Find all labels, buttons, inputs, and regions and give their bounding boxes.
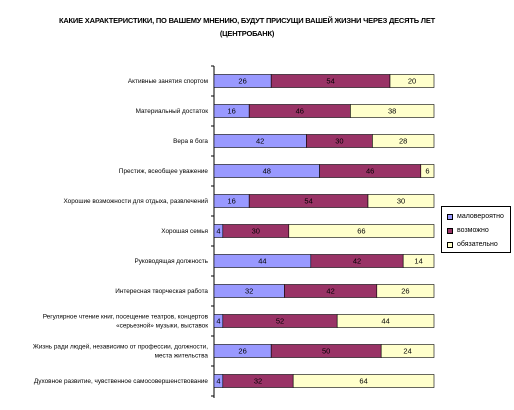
bar-segment (292, 374, 435, 388)
data-label: 38 (388, 107, 396, 116)
data-label: 50 (322, 347, 330, 356)
legend-label-1: возможно (457, 227, 489, 234)
legend: маловероятно возможно обязательно (441, 206, 511, 253)
data-label: 16 (227, 197, 235, 206)
data-label: 42 (256, 137, 264, 146)
data-label: 32 (254, 377, 262, 386)
data-label: 64 (359, 377, 367, 386)
data-label: 28 (399, 137, 407, 146)
data-label: 26 (401, 287, 409, 296)
data-label: 48 (263, 167, 271, 176)
legend-swatch-0 (447, 214, 453, 220)
category-label: Жизнь ради людей, независимо от професси… (33, 343, 209, 360)
bar-segment (420, 164, 435, 178)
legend-item-0: маловероятно (447, 212, 504, 222)
bar-segment (380, 344, 435, 358)
data-label: 46 (366, 167, 374, 176)
category-label: Руководящая должность (134, 258, 208, 265)
category-label: Престиж, всеобщее уважение (119, 167, 209, 175)
data-label: 26 (238, 347, 246, 356)
data-label: 24 (403, 347, 411, 356)
data-label: 4 (216, 317, 220, 326)
data-label: 30 (335, 137, 343, 146)
data-label: 26 (238, 77, 246, 86)
data-label: 46 (296, 107, 304, 116)
chart-title: КАКИЕ ХАРАКТЕРИСТИКИ, ПО ВАШЕМУ МНЕНИЮ, … (58, 16, 436, 38)
bar-segment (372, 134, 435, 148)
data-label: 16 (227, 107, 235, 116)
legend-label-2: обязательно (457, 241, 498, 248)
data-label: 30 (397, 197, 405, 206)
category-label: Хорошие возможности для отдыха, развлече… (63, 197, 208, 205)
data-label: 44 (258, 257, 266, 266)
legend-label-0: маловероятно (457, 213, 504, 220)
bar-segment (402, 254, 435, 268)
category-label: Интересная творческая работа (115, 287, 208, 295)
category-label: Материальный достаток (136, 107, 209, 115)
legend-item-2: обязательно (447, 240, 498, 250)
data-label: 4 (216, 377, 220, 386)
data-label: 30 (252, 227, 260, 236)
data-label: 6 (425, 167, 429, 176)
data-label: 14 (414, 257, 422, 266)
bar-segment (336, 314, 435, 328)
data-label: 54 (304, 197, 312, 206)
data-label: 32 (245, 287, 253, 296)
data-label: 54 (326, 77, 334, 86)
legend-swatch-2 (447, 242, 453, 248)
bar-segment (288, 224, 435, 238)
bar-segment (367, 194, 435, 208)
legend-swatch-1 (447, 228, 453, 234)
category-label: Вера в бога (173, 137, 208, 145)
data-label: 66 (357, 227, 365, 236)
category-label: Регулярное чтение книг, посещение театро… (43, 314, 209, 330)
data-label: 42 (326, 287, 334, 296)
data-label: 44 (381, 317, 389, 326)
data-label: 52 (276, 317, 284, 326)
data-label: 4 (216, 227, 220, 236)
bar-segment (376, 284, 435, 298)
bar-segment (350, 104, 435, 118)
bar-segment (389, 74, 435, 88)
category-label: Активные занятия спортом (128, 78, 208, 85)
category-label: Духовное развитие, чувственное самосовер… (34, 378, 209, 385)
legend-item-1: возможно (447, 226, 489, 236)
data-label: 42 (353, 257, 361, 266)
category-label: Хорошая семья (161, 228, 208, 235)
data-label: 20 (408, 77, 416, 86)
